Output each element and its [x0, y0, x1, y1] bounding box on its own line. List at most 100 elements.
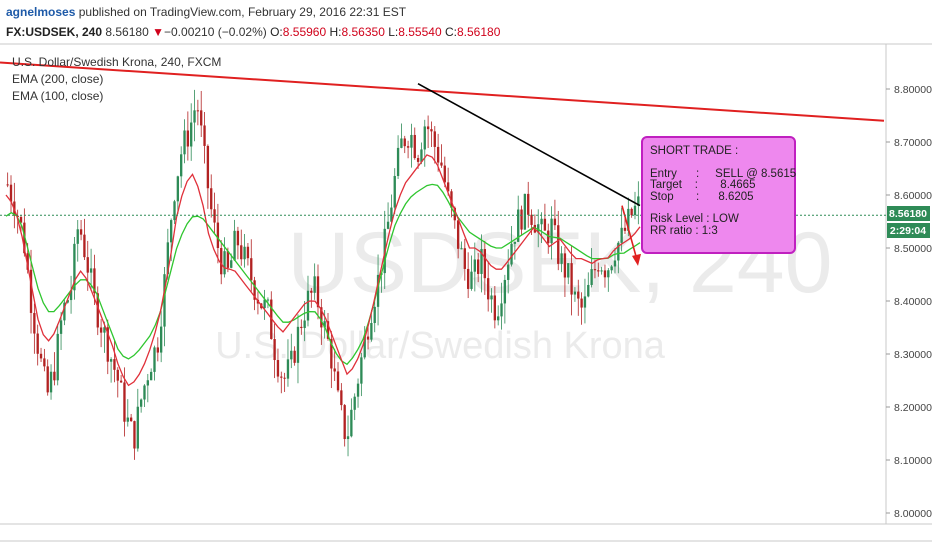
legend-ema100[interactable]: EMA (100, close) [12, 89, 104, 103]
high-label: H: [329, 25, 342, 39]
candle-body [46, 366, 49, 393]
last-price-tag-text: 8.56180 [889, 208, 927, 220]
candle-body [593, 269, 597, 271]
candle-body [430, 129, 433, 132]
ema100-line [5, 154, 641, 387]
countdown-tag: 2:29:04 [887, 223, 930, 238]
price-tick-label: 8.80000 [894, 84, 932, 96]
candle-body [507, 264, 510, 280]
candle-body [113, 359, 116, 370]
candle-body [56, 333, 59, 381]
watermark-line2: U.S. Dollar/Swedish Krona [215, 325, 666, 367]
candle-body [433, 131, 436, 147]
candle-body [66, 300, 69, 303]
trade-entry: Entry : SELL @ 8.5615 [650, 167, 797, 180]
candle-body [580, 298, 583, 308]
low-value: 8.55540 [398, 25, 442, 39]
candle-body [597, 270, 600, 272]
trade-note-box[interactable]: SHORT TRADE : Entry : SELL @ 8.5615 Targ… [641, 136, 796, 254]
candle-body [63, 302, 66, 321]
candle-body [206, 145, 210, 189]
candle-body [246, 246, 250, 259]
candle-body [283, 377, 286, 379]
candle-body [396, 147, 400, 176]
price-tick-label: 8.00000 [894, 508, 932, 520]
last-price-tag-bg [887, 206, 930, 221]
candle-body [400, 138, 403, 148]
candle-body [303, 320, 306, 329]
candle-body [573, 291, 577, 295]
candle-body [203, 125, 206, 146]
candle-body [190, 122, 193, 147]
candle-body [403, 138, 406, 147]
candle-body [276, 360, 280, 377]
candle-body [153, 347, 156, 372]
candle-body [480, 249, 483, 274]
publish-info: agnelmoses published on TradingView.com,… [6, 5, 406, 19]
candle-body [503, 279, 507, 304]
candle-body [326, 321, 330, 339]
candle-body [623, 227, 627, 231]
candle-body [210, 188, 213, 210]
candle-body [346, 436, 350, 440]
candle-body [426, 126, 430, 130]
candle-body [296, 326, 300, 363]
candle-body [180, 154, 183, 177]
candle-body [33, 312, 36, 334]
candle-body [510, 243, 513, 265]
legend-ema200[interactable]: EMA (200, close) [12, 72, 104, 86]
author-link[interactable]: agnelmoses [6, 5, 76, 19]
resistance-trendline[interactable] [0, 61, 885, 122]
candle-body [520, 209, 523, 230]
candle-body [133, 421, 136, 449]
candle-body [476, 259, 480, 274]
candle-body [29, 269, 33, 313]
candle-body [163, 274, 166, 327]
candle-body [129, 417, 133, 422]
high-value: 8.56350 [341, 25, 385, 39]
candle-body [436, 146, 440, 163]
descending-trendline[interactable] [417, 82, 641, 207]
candle-body [83, 234, 86, 258]
candle-body [139, 399, 143, 407]
candle-body [9, 184, 13, 202]
candle-body [106, 327, 109, 362]
candle-body [390, 207, 393, 222]
candle-body [460, 248, 463, 250]
candles-layer [6, 89, 640, 460]
last-price: 8.56180 [105, 25, 149, 39]
candle-body [146, 380, 149, 386]
candle-body [136, 406, 139, 449]
candle-body [350, 409, 353, 437]
candle-body [159, 326, 163, 353]
candle-body [320, 307, 323, 328]
trade-title: SHORT TRADE : [650, 145, 739, 157]
candle-body [306, 290, 310, 321]
candle-body [523, 193, 527, 230]
candle-body [527, 193, 530, 215]
candle-body [570, 263, 573, 295]
candle-body [603, 270, 607, 278]
candle-body [630, 208, 633, 216]
candle-body [353, 396, 356, 410]
candle-body [500, 303, 503, 317]
candle-body [613, 260, 617, 267]
short-arrow[interactable] [621, 205, 638, 261]
candle-body [633, 205, 637, 216]
candle-body [59, 320, 63, 334]
candle-body [627, 208, 630, 231]
price-tick-label: 8.40000 [894, 296, 932, 308]
candle-body [537, 224, 540, 233]
candle-body [336, 371, 340, 391]
candle-body [126, 417, 129, 422]
candle-body [293, 350, 296, 363]
candle-body [463, 248, 466, 269]
candle-body [76, 229, 79, 244]
price-axis[interactable]: 8.80000 8.70000 8.60000 8.50000 8.40000 8.300… [886, 84, 932, 520]
candle-body [280, 376, 283, 378]
candle-body [49, 371, 53, 393]
candle-body [393, 175, 396, 208]
candle-body [617, 242, 620, 261]
chart-legend: U.S. Dollar/Swedish Krona, 240, FXCM EMA… [12, 54, 221, 105]
